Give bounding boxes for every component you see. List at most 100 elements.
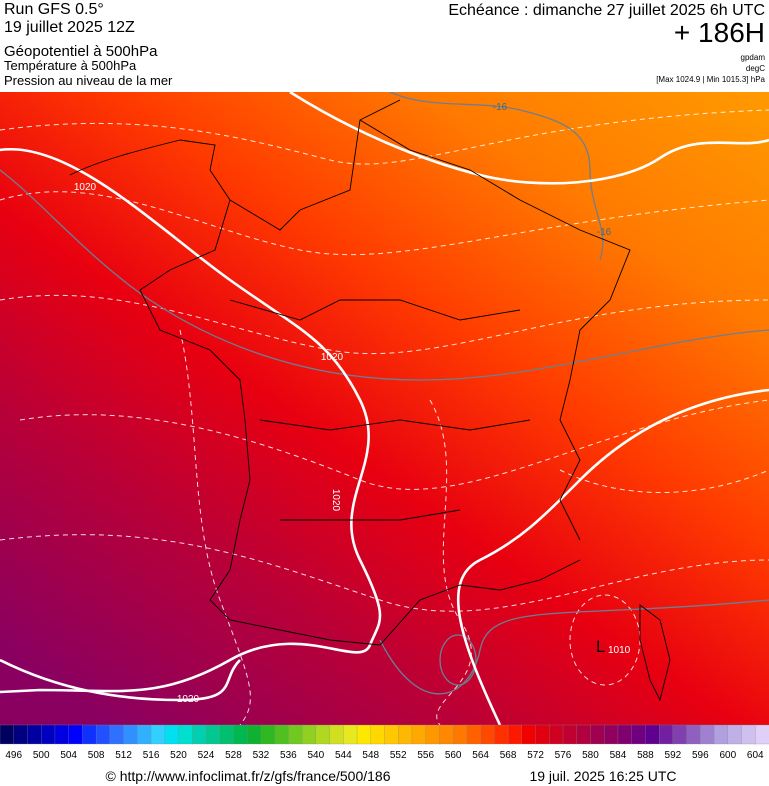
colorbar-label: 540	[307, 750, 324, 761]
colorbar-swatch	[0, 724, 15, 745]
colorbar-label: 536	[280, 750, 297, 761]
colorbar-swatch	[288, 724, 303, 745]
contour-label: -16	[597, 227, 612, 238]
colorbar-swatch	[604, 724, 619, 745]
colorbar-swatch	[672, 724, 688, 745]
colorbar-swatch	[398, 724, 413, 745]
lead-time: + 186H	[674, 17, 765, 48]
colorbar-label: 592	[665, 750, 682, 761]
colorbar-swatch	[384, 724, 399, 745]
isobar-label: 1020	[177, 694, 200, 705]
colorbar-swatch	[178, 724, 193, 745]
colorbar-swatch	[54, 724, 70, 745]
colorbar-swatch	[411, 724, 427, 745]
isobars	[0, 92, 769, 725]
colorbar-swatch	[453, 724, 468, 745]
colorbar-label: 556	[417, 750, 434, 761]
colorbar-swatch	[82, 724, 97, 745]
colorbar-label: 584	[610, 750, 627, 761]
isobar-label: 1020	[74, 182, 97, 193]
colorbar-swatch	[727, 724, 743, 745]
temperature-contours	[0, 92, 769, 695]
colorbar-label: 500	[33, 750, 50, 761]
colorbar-label: 508	[88, 750, 105, 761]
colorbar-swatch	[109, 724, 125, 745]
colorbar-swatch	[150, 724, 166, 745]
colorbar-swatch	[645, 724, 660, 745]
map-area: -16 -16 1020 1020 1020 1020 L 1010	[0, 92, 769, 725]
colorbar-swatch	[13, 724, 29, 745]
colorbar-swatch	[205, 724, 221, 745]
colorbar-label: 532	[253, 750, 270, 761]
colorbar-label: 520	[170, 750, 187, 761]
colorbar-swatch	[137, 724, 152, 745]
unit-temperature: degC	[746, 64, 765, 73]
colorbar-swatch	[343, 724, 358, 745]
colorbar-swatch	[329, 724, 344, 745]
colorbar-label: 552	[390, 750, 407, 761]
colorbar-label: 564	[472, 750, 489, 761]
colorbar-swatch	[617, 724, 633, 745]
colorbar-label: 568	[500, 750, 517, 761]
isotherms	[0, 109, 769, 725]
colorbar-label: 596	[692, 750, 709, 761]
colorbar-label: 504	[60, 750, 77, 761]
colorbar-label: 544	[335, 750, 352, 761]
colorbar: 496 500 504 508 512 516 520 524 528 532 536 540 544 5…	[0, 724, 769, 761]
isobar-label: 1020	[321, 352, 344, 363]
run-date: 19 juillet 2025 12Z	[4, 19, 135, 36]
colorbar-swatch	[439, 724, 454, 745]
colorbar-swatch	[315, 724, 331, 745]
colorbar-swatch	[713, 724, 729, 745]
colorbar-label: 560	[445, 750, 462, 761]
colorbar-label: 588	[637, 750, 654, 761]
colorbar-swatch	[274, 724, 290, 745]
colorbar-label: 496	[5, 750, 22, 761]
colorbar-swatch	[95, 724, 111, 745]
field-temperature: Température à 500hPa	[4, 58, 137, 73]
colorbar-swatch	[425, 724, 441, 745]
colorbar-swatch	[247, 724, 262, 745]
colorbar-swatch	[370, 724, 386, 745]
colorbar-label: 528	[225, 750, 242, 761]
colorbar-swatch	[507, 724, 523, 745]
colorbar-swatch	[700, 724, 715, 745]
colorbar-label: 516	[143, 750, 160, 761]
colorbar-swatch	[549, 724, 564, 745]
source-url: © http://www.infoclimat.fr/z/gfs/france/…	[106, 768, 391, 784]
colorbar-label: 576	[555, 750, 572, 761]
colorbar-swatch	[480, 724, 496, 745]
unit-pressure: [Max 1024.9 | Min 1015.3] hPa	[656, 75, 765, 84]
colorbar-label: 548	[362, 750, 379, 761]
colorbar-label: 572	[527, 750, 544, 761]
run-title: Run GFS 0.5°	[4, 1, 104, 18]
colorbar-swatch	[233, 724, 248, 745]
geopotential-field	[0, 92, 769, 725]
colorbar-label: 512	[115, 750, 132, 761]
colorbar-swatch	[658, 724, 674, 745]
colorbar-label: 600	[719, 750, 736, 761]
colorbar-swatch	[123, 724, 138, 745]
colorbar-swatch	[590, 724, 605, 745]
forecast-time: Echéance : dimanche 27 juillet 2025 6h U…	[448, 2, 765, 19]
colorbar-swatch	[535, 724, 550, 745]
field-pressure: Pression au niveau de la mer	[4, 73, 173, 88]
colorbar-swatch	[466, 724, 482, 745]
colorbar-label: 580	[582, 750, 599, 761]
colorbar-swatch	[755, 724, 769, 745]
colorbar-swatch	[521, 724, 537, 745]
colorbar-swatch	[686, 724, 701, 745]
low-marker: L	[596, 637, 605, 656]
colorbar-label: 604	[747, 750, 764, 761]
timestamp: 19 juil. 2025 16:25 UTC	[529, 768, 676, 784]
colorbar-swatch	[631, 724, 647, 745]
colorbar-swatch	[219, 724, 235, 745]
colorbar-swatch	[562, 724, 578, 745]
colorbar-swatch	[41, 724, 56, 745]
low-pressure-value: 1010	[608, 645, 631, 656]
colorbar-swatch	[260, 724, 276, 745]
colorbar-swatch	[494, 724, 509, 745]
colorbar-swatch	[192, 724, 207, 745]
